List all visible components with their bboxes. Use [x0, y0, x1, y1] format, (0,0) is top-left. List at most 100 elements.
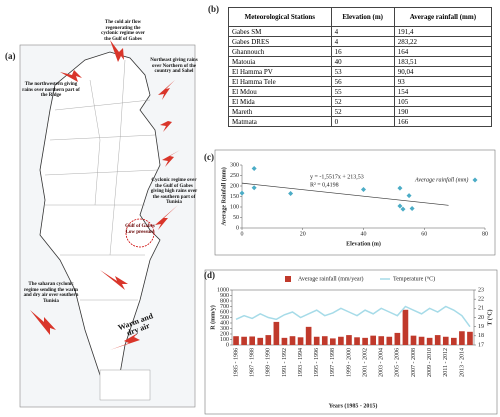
y-axis-title: R (mm/y) — [209, 305, 216, 330]
table-cell: Matouia — [228, 56, 332, 67]
y-tick-label: 600 — [220, 309, 229, 315]
y2-tick-label: 21 — [478, 306, 484, 312]
point — [251, 185, 257, 191]
bar — [346, 335, 352, 345]
combo-frame — [204, 269, 498, 415]
point — [406, 193, 412, 199]
table-row: Gabes SM 4 191,4 — [228, 26, 493, 37]
bar — [354, 337, 360, 345]
table-cell: 93 — [393, 76, 493, 87]
bar — [305, 326, 312, 345]
x-tick-label: 40 — [361, 231, 367, 237]
point — [239, 190, 245, 196]
panel-label: (b) — [208, 4, 219, 14]
table-cell: Mareth — [228, 106, 332, 117]
point — [400, 206, 406, 212]
table-header: Meteorological Stations Elevation (m) Aver… — [228, 7, 493, 27]
legend-swatch — [285, 276, 291, 282]
y2-tick-label: 22 — [478, 297, 484, 303]
bar — [297, 337, 304, 345]
y2-tick-label: 20 — [478, 315, 484, 321]
table-cell: 154 — [393, 86, 493, 97]
x-tick-label: 1991 - 1992 — [282, 348, 288, 377]
table-cell: 40 — [330, 56, 395, 67]
x-axis-title: Years (1985 - 2015) — [329, 402, 378, 409]
y-tick-label: 0 — [226, 342, 229, 348]
y-tick-label: 0 — [236, 225, 239, 231]
bar — [467, 331, 473, 345]
y2-tick-label: 17 — [478, 342, 484, 348]
map-annotation: The cold air flow regenerating the cyclo… — [101, 20, 145, 42]
point — [288, 191, 294, 197]
y2-tick-label: 19 — [478, 324, 484, 330]
table-row: El Hamma PV 53 90,04 — [228, 66, 493, 77]
bar — [241, 336, 247, 345]
x-tick-label: 2005 - 2006 — [395, 348, 401, 377]
table-cell: Matmata — [228, 116, 332, 127]
table-row: Ghannouch 16 164 — [228, 46, 493, 57]
scale-box — [99, 369, 151, 401]
table-row: Mareth 52 190 — [228, 106, 493, 117]
bar — [338, 336, 344, 345]
table-cell: 0 — [330, 116, 395, 127]
table-cell: 191,4 — [393, 26, 493, 37]
y-tick-label: 900 — [220, 293, 229, 299]
x-tick-label: 1993 - 1994 — [298, 348, 304, 377]
table-cell: 55 — [330, 86, 395, 97]
bar — [289, 336, 296, 345]
y2-tick-label: 23 — [478, 287, 484, 293]
y2-axis-title: T (°C) — [486, 309, 493, 325]
temperature-line — [235, 305, 471, 328]
governorate-borders — [44, 59, 159, 301]
bar — [386, 336, 393, 345]
y-tick-label: 250 — [230, 173, 239, 179]
wind-arrows — [30, 40, 180, 350]
bar — [321, 336, 328, 345]
point — [361, 186, 366, 192]
bar — [265, 335, 272, 345]
map-annotation: Northeast giving rains over Northern of … — [150, 58, 198, 75]
equation: R² = 0,4198 — [310, 182, 339, 188]
y-tick-label: 200 — [220, 331, 229, 337]
x-tick-label: 80 — [482, 231, 488, 237]
table-cell: 4 — [330, 26, 395, 37]
panel-label: (c) — [204, 152, 214, 162]
y-tick-label: 400 — [220, 320, 229, 326]
x-tick-label: 1987 - 1988 — [250, 348, 256, 377]
table-cell: 190 — [393, 106, 493, 117]
bar — [434, 335, 441, 345]
table-cell: 4 — [330, 36, 395, 47]
legend-marker — [472, 177, 478, 183]
x-tick-label: 2001 - 2002 — [362, 348, 368, 377]
map-annotation: Gulf of Gabes Low pressure — [125, 224, 155, 235]
table-cell: Ghannouch — [228, 46, 332, 57]
y-tick-label: 500 — [220, 315, 229, 321]
bar — [442, 336, 449, 345]
x-tick-label: 60 — [421, 231, 427, 237]
table-cell: El Hamma PV — [228, 66, 332, 77]
map-annotation: Cyclonic regime over the Gulf of Gabes g… — [150, 178, 198, 206]
y-tick-label: 50 — [233, 215, 239, 221]
legend-label: Average rainfall (mm) — [414, 176, 468, 183]
x-tick-label: 1985 - 1986 — [233, 348, 239, 377]
table-cell: 164 — [393, 46, 493, 57]
table-row: El Hamma Tele 56 93 — [228, 76, 493, 87]
point — [409, 205, 415, 211]
x-tick-label: 2007 - 2008 — [411, 348, 417, 377]
legend-label: Average rainfall (mm/year) — [298, 275, 364, 282]
panel-label: (a) — [5, 51, 16, 61]
bar — [370, 335, 376, 345]
map-annotation: The saharan cyclonic regime sending the … — [23, 282, 79, 304]
point — [251, 166, 257, 172]
table-cell: 16 — [330, 46, 395, 57]
y2-tick-label: 18 — [478, 333, 484, 339]
y-tick-label: 800 — [220, 298, 229, 304]
bar — [410, 335, 417, 345]
x-tick-label: 1989 - 1990 — [266, 348, 272, 377]
scatter-frame — [214, 149, 496, 256]
table-row: El Mida 52 105 — [228, 96, 493, 107]
bar — [362, 337, 368, 345]
bar — [257, 337, 264, 345]
y-tick-label: 200 — [230, 183, 239, 189]
